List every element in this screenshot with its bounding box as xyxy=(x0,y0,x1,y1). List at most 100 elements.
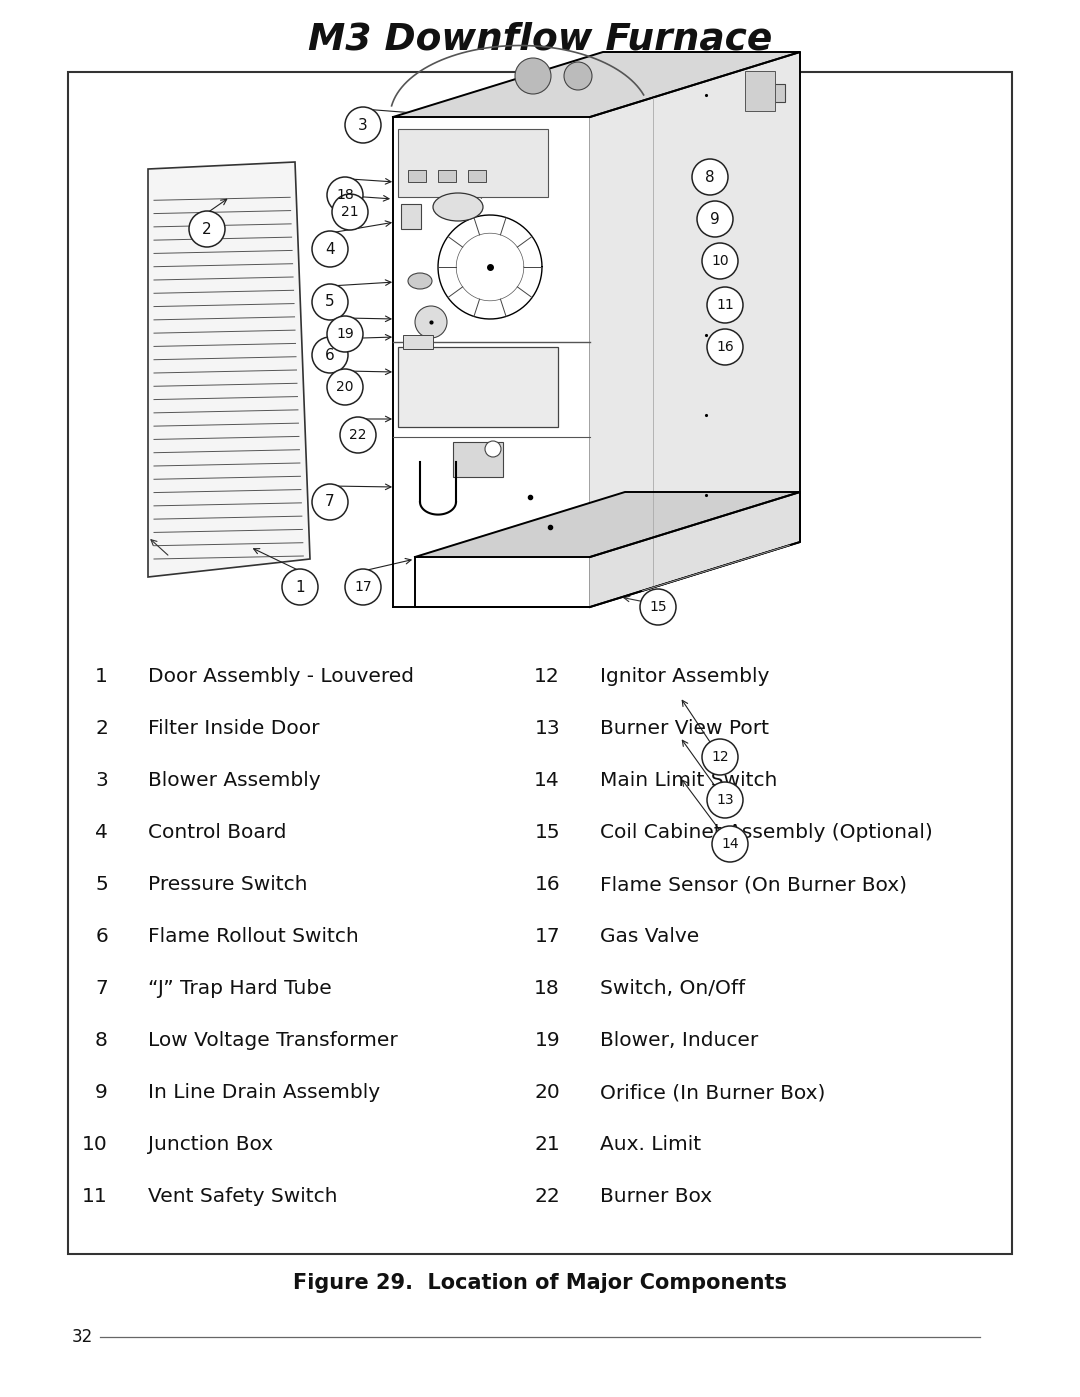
Text: 15: 15 xyxy=(535,823,561,842)
Circle shape xyxy=(189,211,225,247)
Circle shape xyxy=(485,441,501,457)
Text: 21: 21 xyxy=(535,1136,561,1154)
Polygon shape xyxy=(415,492,800,557)
Text: 9: 9 xyxy=(711,211,720,226)
Text: Control Board: Control Board xyxy=(148,823,286,842)
Text: 18: 18 xyxy=(336,189,354,203)
Bar xyxy=(408,170,426,182)
Text: 6: 6 xyxy=(95,928,108,947)
Circle shape xyxy=(312,231,348,267)
Text: Pressure Switch: Pressure Switch xyxy=(148,876,308,894)
Circle shape xyxy=(640,590,676,624)
Bar xyxy=(745,70,775,110)
Circle shape xyxy=(312,337,348,373)
Text: 14: 14 xyxy=(721,837,739,851)
Text: 20: 20 xyxy=(535,1084,561,1102)
Text: Junction Box: Junction Box xyxy=(148,1136,273,1154)
Text: 16: 16 xyxy=(535,876,561,894)
Text: 13: 13 xyxy=(716,793,733,807)
Text: 5: 5 xyxy=(95,876,108,894)
Text: 14: 14 xyxy=(535,771,561,791)
Circle shape xyxy=(702,739,738,775)
Text: 18: 18 xyxy=(535,979,561,999)
Polygon shape xyxy=(590,492,800,608)
Polygon shape xyxy=(590,52,800,608)
Text: Switch, On/Off: Switch, On/Off xyxy=(600,979,745,999)
Text: 8: 8 xyxy=(95,1031,108,1051)
Text: Vent Safety Switch: Vent Safety Switch xyxy=(148,1187,337,1207)
Text: 16: 16 xyxy=(716,339,734,353)
Text: Main Limit Switch: Main Limit Switch xyxy=(600,771,778,791)
Text: 1: 1 xyxy=(95,668,108,686)
Circle shape xyxy=(702,243,738,279)
Text: Low Voltage Transformer: Low Voltage Transformer xyxy=(148,1031,397,1051)
Circle shape xyxy=(345,108,381,142)
Bar xyxy=(399,129,548,197)
Text: 19: 19 xyxy=(535,1031,561,1051)
Text: 19: 19 xyxy=(336,327,354,341)
Bar xyxy=(68,73,1012,1255)
Polygon shape xyxy=(148,162,310,577)
Text: 11: 11 xyxy=(82,1187,108,1207)
Bar xyxy=(438,170,456,182)
Bar xyxy=(401,204,421,229)
Ellipse shape xyxy=(433,193,483,221)
Text: 17: 17 xyxy=(535,928,561,947)
Text: 7: 7 xyxy=(325,495,335,510)
Bar xyxy=(468,170,486,182)
Text: 9: 9 xyxy=(95,1084,108,1102)
Text: “J” Trap Hard Tube: “J” Trap Hard Tube xyxy=(148,979,332,999)
Circle shape xyxy=(282,569,318,605)
Text: 1: 1 xyxy=(295,580,305,595)
Text: In Line Drain Assembly: In Line Drain Assembly xyxy=(148,1084,380,1102)
Text: 10: 10 xyxy=(82,1136,108,1154)
Text: Figure 29.  Location of Major Components: Figure 29. Location of Major Components xyxy=(293,1273,787,1294)
Text: 20: 20 xyxy=(336,380,354,394)
Text: 4: 4 xyxy=(95,823,108,842)
Text: 21: 21 xyxy=(341,205,359,219)
Text: Blower, Inducer: Blower, Inducer xyxy=(600,1031,758,1051)
Text: Gas Valve: Gas Valve xyxy=(600,928,699,947)
Text: Burner View Port: Burner View Port xyxy=(600,719,769,739)
Text: 8: 8 xyxy=(705,169,715,184)
Text: Blower Assembly: Blower Assembly xyxy=(148,771,321,791)
Text: 5: 5 xyxy=(325,295,335,310)
Text: 4: 4 xyxy=(325,242,335,257)
Text: 12: 12 xyxy=(712,750,729,764)
Text: 32: 32 xyxy=(72,1329,93,1345)
Text: Door Assembly - Louvered: Door Assembly - Louvered xyxy=(148,668,414,686)
Circle shape xyxy=(340,416,376,453)
Text: 13: 13 xyxy=(535,719,561,739)
Circle shape xyxy=(312,284,348,320)
Circle shape xyxy=(564,61,592,89)
Text: 6: 6 xyxy=(325,348,335,362)
Text: Ignitor Assembly: Ignitor Assembly xyxy=(600,668,769,686)
Text: 3: 3 xyxy=(95,771,108,791)
Circle shape xyxy=(707,286,743,323)
Text: Aux. Limit: Aux. Limit xyxy=(600,1136,701,1154)
Text: Orifice (In Burner Box): Orifice (In Burner Box) xyxy=(600,1084,825,1102)
Circle shape xyxy=(332,194,368,231)
Text: 15: 15 xyxy=(649,599,666,615)
Circle shape xyxy=(707,782,743,819)
Circle shape xyxy=(327,369,363,405)
Text: Flame Sensor (On Burner Box): Flame Sensor (On Burner Box) xyxy=(600,876,907,894)
Text: 17: 17 xyxy=(354,580,372,594)
Text: 22: 22 xyxy=(535,1187,561,1207)
Polygon shape xyxy=(393,52,800,117)
Text: 7: 7 xyxy=(95,979,108,999)
Text: 2: 2 xyxy=(95,719,108,739)
Text: Filter Inside Door: Filter Inside Door xyxy=(148,719,320,739)
Bar xyxy=(453,441,503,476)
Text: Burner Box: Burner Box xyxy=(600,1187,712,1207)
Text: 10: 10 xyxy=(712,254,729,268)
Bar xyxy=(403,335,433,349)
Circle shape xyxy=(697,201,733,237)
Circle shape xyxy=(707,330,743,365)
Circle shape xyxy=(712,826,748,862)
Text: 11: 11 xyxy=(716,298,734,312)
Circle shape xyxy=(327,177,363,212)
Text: 3: 3 xyxy=(359,117,368,133)
Circle shape xyxy=(415,306,447,338)
Text: Flame Rollout Switch: Flame Rollout Switch xyxy=(148,928,359,947)
